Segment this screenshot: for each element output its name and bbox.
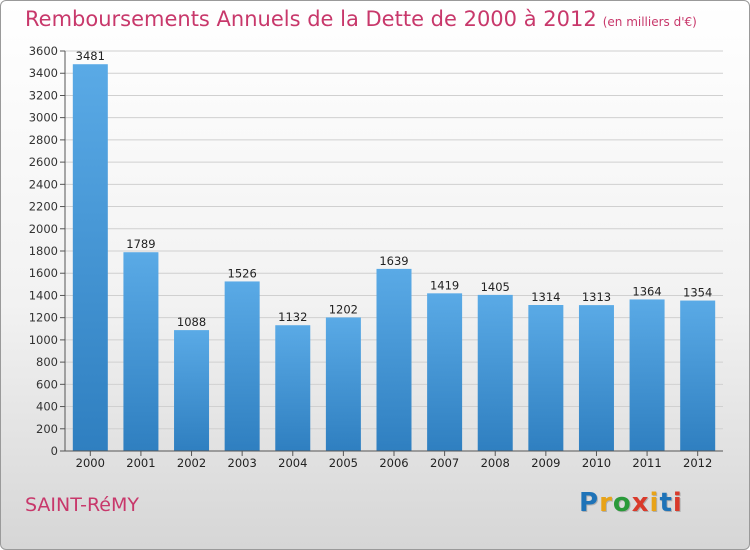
value-label-2005: 1202 — [329, 302, 358, 316]
bar-2004 — [275, 325, 311, 451]
bar-2006 — [376, 268, 412, 451]
value-label-2010: 1313 — [582, 290, 611, 304]
value-label-2008: 1405 — [481, 280, 510, 294]
x-tick-label-2002: 2002 — [177, 456, 206, 470]
x-tick-label-2011: 2011 — [632, 456, 661, 470]
bars: 3481 1789 1088 1526 1132 1202 1639 1419 1405 1314… — [72, 49, 716, 451]
logo-letter: i — [649, 488, 660, 518]
value-label-2007: 1419 — [430, 278, 459, 292]
bar-2001 — [123, 252, 159, 451]
x-tick-label-2012: 2012 — [683, 456, 712, 470]
y-tick-label: 1800 — [29, 244, 58, 258]
y-tick-label: 3000 — [29, 111, 58, 125]
bar-2005 — [325, 317, 361, 451]
value-label-2012: 1354 — [683, 286, 712, 300]
logo-letter: r — [599, 488, 613, 518]
y-tick-label: 0 — [51, 444, 58, 458]
y-tick-label: 200 — [36, 422, 58, 436]
logo-letter: P — [579, 488, 600, 518]
value-label-2004: 1132 — [278, 310, 307, 324]
title-unit: (en milliers d'€) — [602, 15, 697, 29]
bar-2000 — [72, 64, 108, 451]
x-tick-label-2010: 2010 — [582, 456, 611, 470]
x-tick-label-2003: 2003 — [228, 456, 257, 470]
axes: 0 200 400 600 800 1000 1200 1400 1600 1800 2000 220… — [29, 44, 723, 470]
title-text: Remboursements Annuels de la Dette de 20… — [25, 7, 597, 31]
value-label-2000: 3481 — [76, 49, 105, 63]
value-label-2001: 1789 — [126, 237, 155, 251]
y-tick-label: 800 — [36, 355, 58, 369]
bar-2012 — [680, 300, 716, 451]
value-label-2009: 1314 — [531, 290, 560, 304]
x-tick-label-2007: 2007 — [430, 456, 459, 470]
x-tick-label-2009: 2009 — [531, 456, 560, 470]
y-tick-label: 400 — [36, 400, 58, 414]
proxiti-logo: Proxiti — [579, 488, 683, 518]
logo-letter: x — [631, 488, 650, 518]
y-tick-label: 3600 — [29, 44, 58, 58]
bar-2010 — [578, 305, 614, 451]
y-tick-label: 2600 — [29, 155, 58, 169]
x-tick-label-2001: 2001 — [126, 456, 155, 470]
city-name: SAINT-RéMY — [25, 494, 139, 516]
bar-2008 — [477, 294, 513, 451]
x-tick-label-2005: 2005 — [329, 456, 358, 470]
value-label-2002: 1088 — [177, 315, 206, 329]
bar-2002 — [174, 330, 210, 451]
chart-title: Remboursements Annuels de la Dette de 20… — [25, 7, 697, 31]
y-tick-label: 2800 — [29, 133, 58, 147]
y-tick-label: 1400 — [29, 288, 58, 302]
bar-2007 — [427, 293, 463, 451]
x-tick-label-2008: 2008 — [481, 456, 510, 470]
logo-letter: i — [672, 488, 683, 518]
y-tick-label: 3400 — [29, 66, 58, 80]
bar-2003 — [224, 281, 260, 451]
y-tick-label: 3200 — [29, 88, 58, 102]
value-label-2006: 1639 — [379, 254, 408, 268]
y-tick-label: 2400 — [29, 177, 58, 191]
y-tick-label: 600 — [36, 377, 58, 391]
bar-2009 — [528, 305, 564, 451]
y-tick-label: 2000 — [29, 222, 58, 236]
x-tick-label-2006: 2006 — [379, 456, 408, 470]
logo-letter: o — [612, 488, 632, 518]
y-tick-label: 1200 — [29, 311, 58, 325]
x-tick-label-2000: 2000 — [76, 456, 105, 470]
x-tick-label-2004: 2004 — [278, 456, 307, 470]
value-label-2003: 1526 — [228, 266, 257, 280]
y-tick-label: 2200 — [29, 200, 58, 214]
y-tick-label: 1000 — [29, 333, 58, 347]
bar-2011 — [629, 299, 665, 451]
value-label-2011: 1364 — [632, 284, 661, 298]
logo-letter: t — [659, 488, 673, 518]
y-tick-label: 1600 — [29, 266, 58, 280]
